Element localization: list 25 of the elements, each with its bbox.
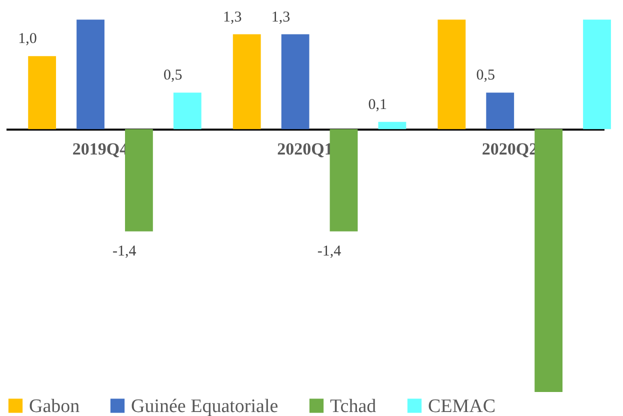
legend-label: Tchad — [330, 396, 377, 416]
bar — [281, 34, 310, 130]
bar — [173, 92, 202, 130]
bar — [330, 129, 358, 232]
data-label: 1,3 — [222, 9, 242, 26]
data-label: -1,4 — [112, 243, 137, 260]
data-label: 1,3 — [271, 9, 290, 26]
data-label: 0,1 — [368, 96, 388, 113]
bar — [534, 129, 563, 392]
legend-label: Guinée Equatoriale — [131, 396, 278, 416]
bar — [28, 56, 56, 130]
x-tick-label: 2020Q1 — [277, 140, 333, 159]
data-label: -1,4 — [317, 243, 342, 260]
legend-label: CEMAC — [428, 396, 496, 416]
bar — [378, 122, 406, 130]
bar — [232, 34, 261, 130]
bar — [76, 20, 104, 130]
legend-label: Gabon — [29, 396, 80, 416]
bar — [486, 92, 514, 130]
data-label: 1,0 — [18, 31, 37, 48]
data-label: 0,5 — [476, 68, 495, 84]
data-label: 0,5 — [164, 68, 182, 84]
bar — [125, 129, 153, 232]
bar — [583, 20, 611, 130]
bar — [438, 20, 466, 130]
